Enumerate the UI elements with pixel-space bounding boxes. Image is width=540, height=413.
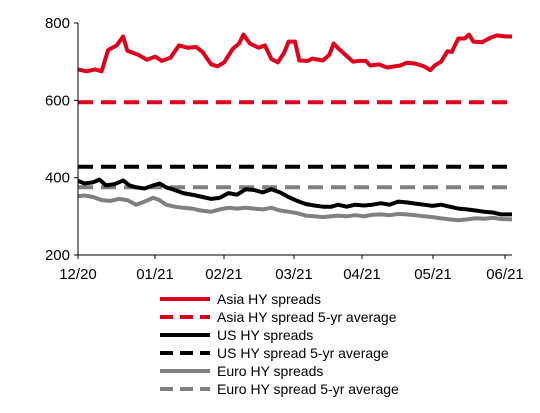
series-line-euro-hy-spreads bbox=[77, 193, 513, 223]
x-axis-ticks: 12/20 01/21 02/21 03/21 04/21 05/21 06/21 bbox=[59, 255, 524, 283]
x-tick-label: 01/21 bbox=[136, 266, 174, 283]
y-tick-label: 400 bbox=[45, 170, 70, 187]
x-tick-label: 03/21 bbox=[275, 266, 313, 283]
legend: Asia HY spreads Asia HY spread 5-yr avera… bbox=[160, 291, 399, 397]
legend-label: Euro HY spread 5-yr average bbox=[217, 381, 399, 397]
legend-label: US HY spread 5-yr average bbox=[217, 345, 389, 361]
legend-label: Asia HY spreads bbox=[217, 291, 321, 307]
legend-label: Asia HY spread 5-yr average bbox=[217, 309, 397, 325]
y-axis-ticks: 200 400 600 800 bbox=[45, 15, 78, 264]
x-tick-label: 05/21 bbox=[414, 266, 452, 283]
legend-item-asia-hy-spread-5-yr-average: Asia HY spread 5-yr average bbox=[160, 309, 397, 325]
series-line-us-hy-spreads bbox=[77, 177, 512, 217]
legend-label: US HY spreads bbox=[217, 327, 313, 343]
legend-item-euro-hy-spreads: Euro HY spreads bbox=[160, 363, 323, 379]
y-tick-label: 200 bbox=[45, 247, 70, 264]
y-tick-label: 600 bbox=[45, 92, 70, 109]
legend-item-us-hy-spreads: US HY spreads bbox=[160, 327, 313, 343]
y-tick-label: 800 bbox=[45, 15, 70, 32]
legend-label: Euro HY spreads bbox=[217, 363, 323, 379]
axes bbox=[77, 23, 512, 256]
series-line-asia-hy-spreads bbox=[77, 32, 512, 74]
x-tick-label: 12/20 bbox=[59, 266, 97, 283]
legend-item-asia-hy-spreads: Asia HY spreads bbox=[160, 291, 321, 307]
plot-area bbox=[77, 32, 513, 223]
x-tick-label: 06/21 bbox=[486, 266, 524, 283]
x-tick-label: 04/21 bbox=[343, 266, 381, 283]
legend-item-euro-hy-spread-5-yr-average: Euro HY spread 5-yr average bbox=[160, 381, 399, 397]
legend-item-us-hy-spread-5-yr-average: US HY spread 5-yr average bbox=[160, 345, 389, 361]
x-tick-label: 02/21 bbox=[205, 266, 243, 283]
